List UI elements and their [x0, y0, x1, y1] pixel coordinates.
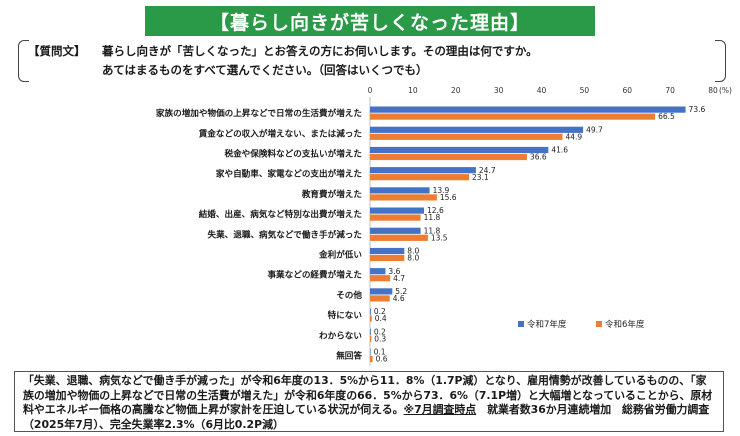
data-label: 41.6 — [551, 146, 568, 155]
bar-reiwa7 — [370, 247, 405, 255]
data-label: 44.9 — [566, 132, 583, 141]
bar-reiwa6 — [370, 295, 390, 302]
bar-reiwa7 — [370, 207, 425, 214]
bar-reiwa6 — [370, 113, 656, 120]
x-tick-label: 50 — [580, 86, 590, 95]
category-label: 家や自動車、家電などの支出が増えた — [216, 168, 362, 180]
data-label: 0.2 — [374, 327, 386, 336]
data-label: 36.6 — [530, 153, 547, 162]
x-tick-label: 60 — [622, 86, 632, 95]
bar-reiwa6 — [370, 214, 421, 221]
category-label: 教育費が増えた — [302, 188, 362, 200]
question-text-line2: あてはまるものをすべて選んでください。（回答はいくつでも） — [102, 63, 428, 77]
data-label: 15.6 — [440, 193, 457, 202]
category-label: 無回答 — [336, 350, 362, 362]
data-label: 11.8 — [424, 213, 441, 222]
survey-date: ※7月調査時点 — [403, 403, 477, 417]
bar-reiwa7 — [370, 288, 393, 295]
category-label: 結婚、出産、病気など特別な出費が増えた — [199, 208, 362, 220]
category-label: その他 — [336, 289, 362, 301]
data-label: 8.0 — [407, 254, 419, 263]
data-label: 0.2 — [374, 307, 386, 316]
data-label: 49.7 — [586, 125, 603, 134]
category-label: わからない — [319, 330, 362, 341]
data-label: 12.6 — [427, 206, 444, 215]
bar-reiwa7 — [370, 167, 476, 174]
data-label: 73.6 — [689, 105, 706, 114]
data-label: 24.7 — [479, 166, 496, 175]
x-tick-label: 80 — [708, 86, 718, 95]
question-box: 【質問文】 暮らし向きが「苦しくなった」とお答えの方にお伺いします。その理由は何… — [18, 40, 726, 84]
category-label: 家族の増加や物価の上昇などで日常の生活費が増えた — [156, 107, 362, 119]
bar-reiwa6 — [370, 315, 372, 322]
data-label: 3.6 — [388, 267, 400, 276]
data-label: 4.7 — [393, 274, 405, 283]
x-tick-label: 70 — [665, 86, 675, 95]
data-label: 13.5 — [431, 233, 448, 242]
bar-reiwa7 — [370, 328, 371, 335]
bar-reiwa6 — [370, 133, 563, 140]
category-label: 税金や保険料などの支払いが増えた — [224, 148, 362, 160]
x-tick-label: 30 — [494, 86, 504, 95]
x-tick-label: 20 — [451, 86, 461, 95]
category-label: 賃金などの収入が増えない、または減った — [198, 127, 362, 139]
legend-swatch — [518, 321, 524, 327]
bar-reiwa6 — [370, 174, 470, 181]
data-label: 0.4 — [375, 314, 387, 323]
bar-reiwa6 — [370, 335, 372, 342]
category-label: 特にない — [328, 309, 363, 321]
data-label: 4.6 — [393, 294, 405, 303]
bar-reiwa7 — [370, 348, 371, 356]
bar-reiwa7 — [370, 146, 549, 154]
data-label: 5.2 — [395, 287, 407, 296]
legend-label: 令和6年度 — [605, 319, 645, 330]
category-label: 失業、退職、病気などで働き手が減った — [207, 228, 362, 240]
category-label: 事業などの経費が増えた — [267, 269, 362, 281]
commentary-text: 「失業、退職、病気などで働き手が減った」が令和6年度の13．5%から11．8%（… — [23, 374, 713, 417]
bar-reiwa7 — [370, 187, 430, 194]
bar-reiwa7 — [370, 268, 386, 275]
x-tick-label: 10 — [408, 86, 418, 95]
unit-label: (%) — [719, 86, 732, 95]
legend-swatch — [596, 321, 602, 327]
bar-reiwa7 — [370, 106, 686, 113]
question-text-line1: 暮らし向きが「苦しくなった」とお答えの方にお伺いします。その理由は何ですか。 — [102, 44, 538, 58]
x-tick-label: 0 — [368, 86, 373, 95]
data-label: 0.1 — [374, 348, 386, 357]
question-label: 【質問文】 — [28, 44, 86, 58]
bar-reiwa6 — [370, 234, 428, 241]
bar-reiwa6 — [370, 194, 437, 201]
bracket-left — [18, 40, 29, 82]
category-label: 金利が低い — [318, 249, 362, 261]
bar-reiwa6 — [370, 153, 527, 161]
data-label: 0.6 — [376, 355, 388, 364]
legend-label: 令和7年度 — [527, 319, 567, 330]
bar-reiwa6 — [370, 275, 391, 282]
page-title: 【暮らし向きが苦しくなった理由】 — [145, 6, 595, 36]
data-label: 13.9 — [433, 186, 450, 195]
data-label: 0.3 — [374, 334, 386, 343]
commentary-box: 「失業、退職、病気などで働き手が減った」が令和6年度の13．5%から11．8%（… — [14, 371, 724, 432]
data-label: 8.0 — [407, 247, 419, 256]
bar-reiwa6 — [370, 254, 405, 262]
x-tick-label: 40 — [537, 86, 547, 95]
data-label: 23.1 — [472, 173, 489, 182]
data-label: 66.5 — [658, 112, 675, 121]
bar-reiwa7 — [370, 126, 584, 133]
bar-reiwa7 — [370, 308, 371, 315]
bar-reiwa6 — [370, 355, 373, 363]
bracket-right — [715, 40, 726, 82]
bar-reiwa7 — [370, 227, 421, 234]
source-note: 就業者数36か月連続増加 総務省労働力調査（2025年7月）、完全失業率2.3%… — [23, 403, 710, 431]
bar-chart: 0 10 20 30 40 50 60 70 80 (%) 家族の増加や物価の上昇などで日常の生活費… — [156, 86, 732, 366]
data-label: 11.8 — [424, 226, 441, 235]
